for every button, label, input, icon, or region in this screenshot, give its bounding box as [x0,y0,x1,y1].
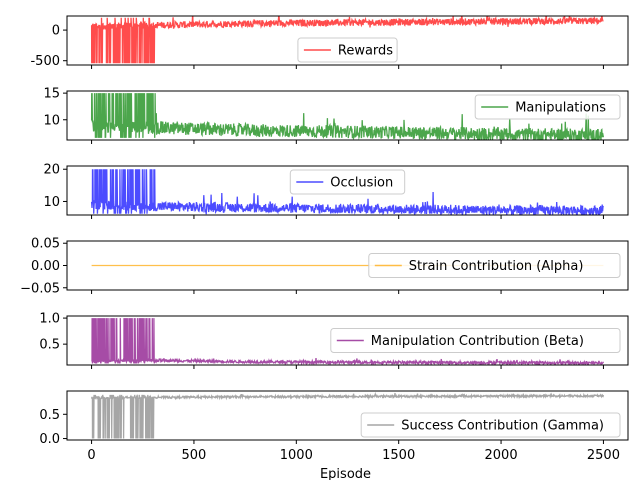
subplot-6: 0.0 0.5 0 500 1000 1500 2000 2500 Success Contri… [39,390,629,463]
series-line-2 [90,93,605,140]
axes-frame [66,15,629,66]
legend-label: Manipulations [515,101,606,116]
x-tick-label: 1000 [280,448,313,463]
series-line-3 [90,169,604,215]
legend: Success Contribution (Gamma) [360,412,621,438]
x-axis-label: Episode [320,467,371,480]
axes-frame [66,390,629,441]
y-tick-label: 20 [43,163,60,178]
legend: Occlusion [289,169,406,195]
y-tick-label: -500 [30,54,60,69]
subplot-2: 10 15 Manipulations [43,87,629,144]
legend-label: Occlusion [330,176,393,191]
legend: Manipulations [474,94,621,120]
x-tick-label: 500 [182,448,207,463]
y-tick-label: 0 [52,24,60,39]
legend-label: Success Contribution (Gamma) [401,419,604,434]
legend-label: Strain Contribution (Alpha) [409,259,584,274]
subplot-1: -500 0 Rewards [30,15,629,69]
axes-frame [66,90,629,141]
axes-frame [66,165,629,216]
subplot-4: −0.05 0.00 0.05 Strain Contribution (Alpha) [20,237,629,296]
y-tick-label: 0.5 [39,338,60,353]
subplot-3: 10 20 Occlusion [43,163,629,219]
y-tick-label: 0.0 [39,432,60,447]
y-tick-label: 0.5 [39,408,60,423]
y-tick-label: 0.00 [31,259,60,274]
y-tick-label: 0.05 [31,237,60,252]
axes-frame [66,315,629,366]
subplot-stack: -500 0 Rewards 10 15 Manipulations 10 20 Occlusi… [20,15,629,463]
y-tick-label: −0.05 [20,281,60,296]
y-tick-label: 15 [43,87,60,102]
y-tick-label: 10 [43,195,60,210]
series-line-6 [90,391,605,439]
y-tick-label: 10 [43,113,60,128]
legend: Rewards [297,37,398,63]
y-tick-label: 1.0 [39,312,60,327]
legend-label: Manipulation Contribution (Beta) [371,334,584,349]
x-tick-label: 2000 [485,448,518,463]
x-tick-label: 0 [87,448,95,463]
legend-label: Rewards [338,44,393,59]
x-tick-label: 1500 [382,448,415,463]
legend: Strain Contribution (Alpha) [368,253,621,278]
legend: Manipulation Contribution (Beta) [330,328,621,353]
subplot-5: 0.5 1.0 Manipulation Contribution (Beta) [39,312,629,369]
series-line-5 [91,318,605,365]
series-line-1 [90,16,604,64]
x-tick-label: 2500 [587,448,620,463]
